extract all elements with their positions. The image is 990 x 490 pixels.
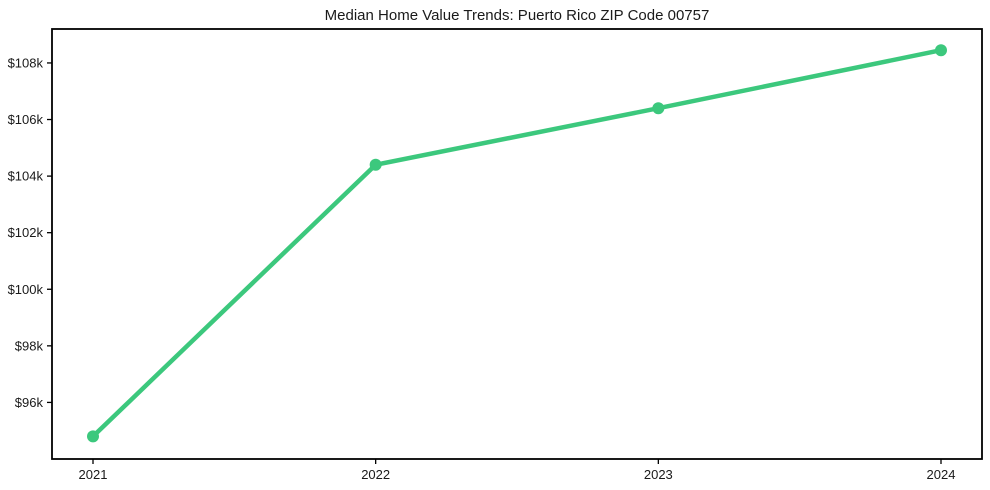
x-tick-label: 2022 bbox=[361, 467, 390, 482]
data-point-marker bbox=[935, 44, 947, 57]
y-tick-label: $104k bbox=[8, 169, 44, 184]
plot-border bbox=[51, 28, 983, 460]
data-point-marker bbox=[369, 158, 382, 171]
data-point-marker bbox=[87, 430, 99, 443]
x-tick-label: 2024 bbox=[927, 467, 956, 482]
y-tick-label: $100k bbox=[8, 282, 44, 297]
y-tick-label: $102k bbox=[8, 225, 44, 240]
x-tick-label: 2023 bbox=[644, 467, 673, 482]
y-tick-label: $108k bbox=[8, 55, 44, 70]
data-point-marker bbox=[652, 102, 665, 115]
x-tick-label: 2021 bbox=[79, 467, 108, 482]
y-tick-label: $98k bbox=[15, 338, 44, 353]
trend-line bbox=[90, 47, 944, 439]
y-tick-label: $96k bbox=[15, 395, 44, 410]
y-tick-label: $106k bbox=[8, 112, 44, 127]
chart-title: Median Home Value Trends: Puerto Rico ZI… bbox=[324, 7, 710, 24]
